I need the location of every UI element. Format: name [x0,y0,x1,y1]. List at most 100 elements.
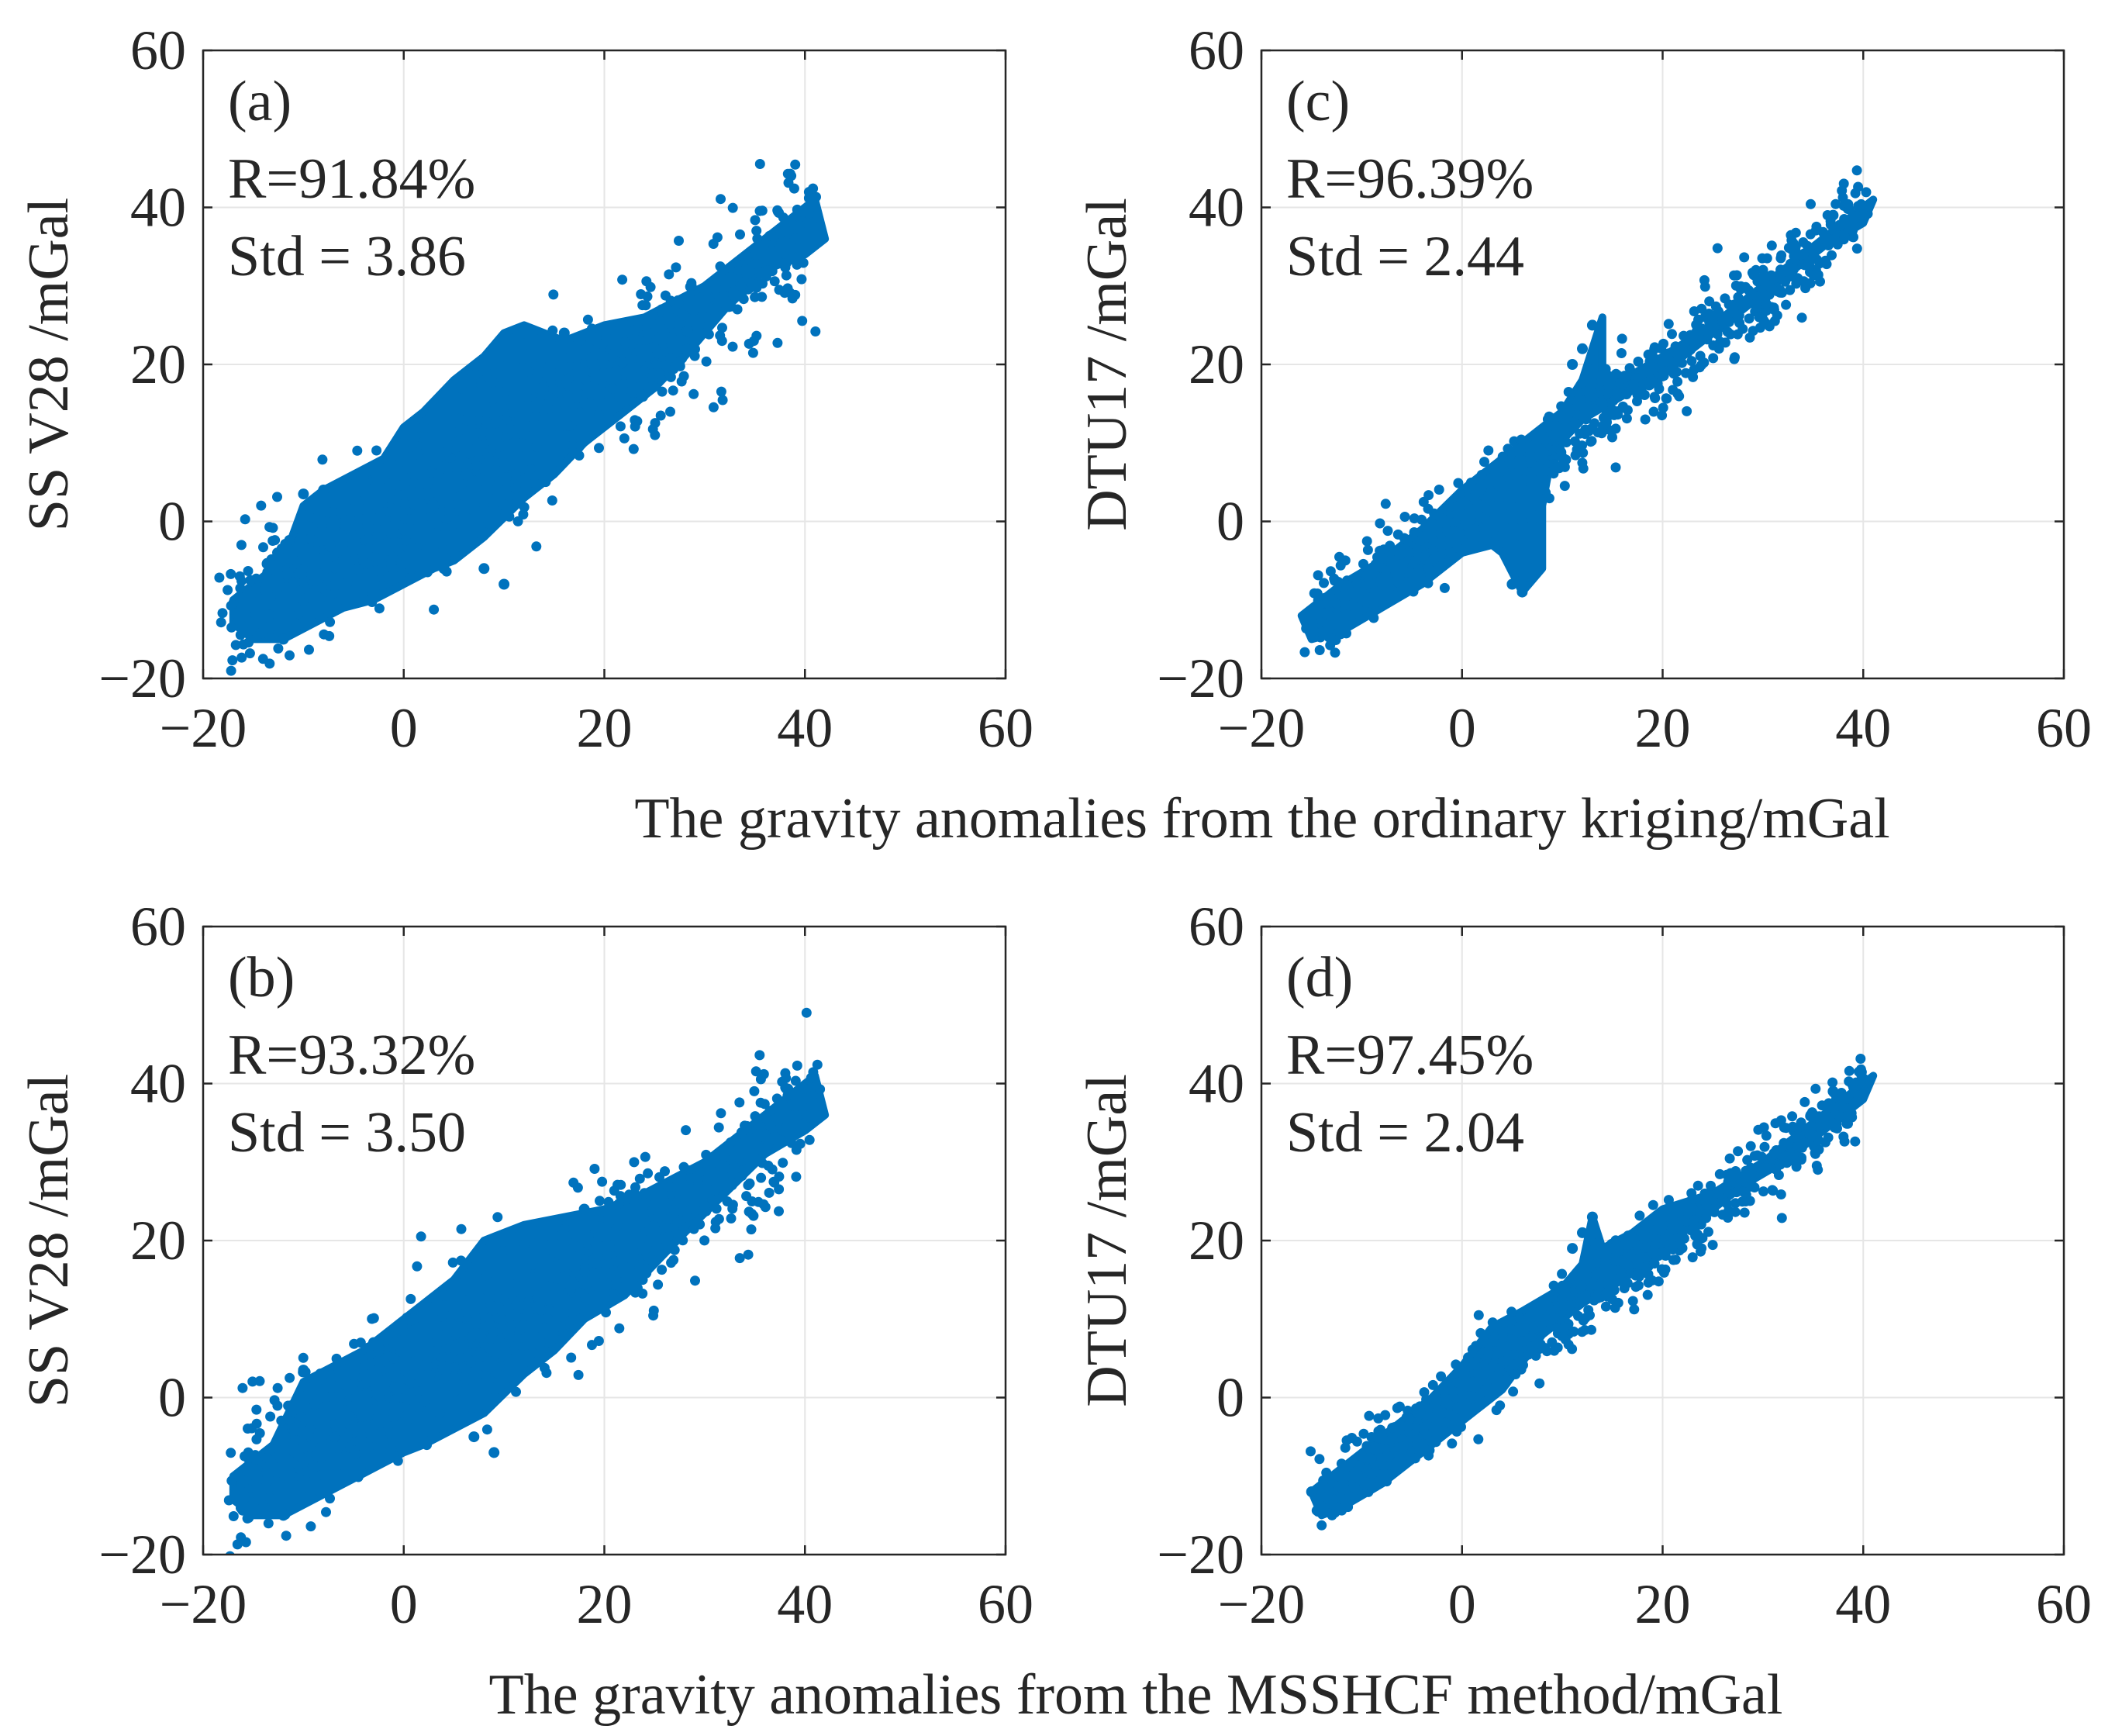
data-point [288,1486,299,1496]
data-point [701,356,712,367]
data-point [321,1506,331,1517]
data-point [584,397,595,408]
data-point [1709,322,1720,333]
data-point [1677,345,1688,356]
data-point [617,328,628,339]
data-point [580,1292,591,1303]
data-point [310,513,321,523]
data-point [673,1232,683,1243]
data-point [653,1279,664,1290]
data-point [811,192,821,202]
data-point [1771,1145,1782,1155]
data-point [1512,468,1523,478]
data-point [1508,1386,1519,1397]
data-point [706,1165,716,1176]
data-point [665,312,676,323]
data-point [1640,414,1651,425]
data-point [512,516,523,526]
data-point [1510,1369,1521,1379]
data-point [1316,627,1327,638]
data-point [278,1510,289,1521]
data-point [1787,1121,1798,1132]
data-point [292,1435,302,1446]
data-point [607,383,618,394]
data-point [665,353,676,363]
data-point [750,1066,761,1077]
data-point [1717,1210,1728,1220]
data-point [787,293,798,304]
data-point [1340,611,1351,622]
data-point [1327,1510,1337,1520]
y-tick-label: −20 [98,1524,186,1586]
data-point [1596,376,1606,387]
data-point [1838,178,1849,189]
data-point [1725,329,1736,340]
data-point [660,1166,670,1177]
data-point [1731,1187,1742,1198]
data-point [1858,1078,1869,1089]
data-point [682,1212,693,1223]
data-point [1759,1141,1770,1152]
data-point [613,1198,624,1209]
data-point [625,364,636,374]
data-point [1786,230,1796,240]
data-point [803,208,814,219]
data-point [1792,1130,1803,1141]
data-point [1813,1165,1824,1175]
data-point [527,1348,538,1358]
data-point [766,1123,777,1134]
data-point [324,630,335,641]
data-point [1313,570,1323,581]
data-point [1785,285,1796,295]
panel-a: −20 0 20 40 60 −20 0 20 40 60 SS V28 /mGal (a) R=91.… [17,19,1033,759]
data-point [413,1403,424,1413]
data-point [510,483,521,494]
data-point [1509,502,1520,513]
data-point [1573,1310,1583,1321]
data-point [1369,599,1380,609]
data-point [1813,1135,1824,1146]
data-point [1441,1417,1451,1428]
data-point [1467,509,1478,520]
data-point [1527,514,1537,525]
data-point [1506,1334,1517,1345]
data-point [665,406,675,417]
data-point [1561,414,1572,425]
data-point [599,351,610,362]
data-point [619,378,630,389]
data-point [1340,1496,1351,1506]
y-tick-label: 20 [130,333,186,395]
data-point [337,555,348,566]
data-point [1427,1436,1437,1447]
data-point [1463,1352,1473,1363]
data-point [1706,1206,1717,1217]
data-point [1381,565,1392,576]
data-point [602,1239,612,1250]
data-point [302,520,313,531]
data-point [437,1352,447,1363]
data-point [1600,1301,1611,1312]
data-point [456,383,467,394]
data-point [1810,225,1821,236]
data-point [548,289,559,300]
data-point [752,233,763,244]
data-point [808,183,819,194]
data-point [681,343,692,354]
data-point [1853,181,1864,192]
data-point [312,567,323,578]
data-point [1672,356,1682,367]
correlation-annotation: R=96.39% [1286,147,1534,211]
data-point [481,1370,491,1381]
data-point [1610,368,1621,379]
data-point [1455,1386,1465,1396]
data-point [1439,582,1450,593]
data-point [1382,526,1393,537]
data-point [572,393,583,404]
data-point [361,1379,371,1389]
data-point [1607,405,1618,416]
data-point [317,520,327,531]
data-point [1514,454,1525,464]
data-point [702,1157,713,1168]
data-point [310,545,321,556]
data-point [1421,1420,1432,1430]
